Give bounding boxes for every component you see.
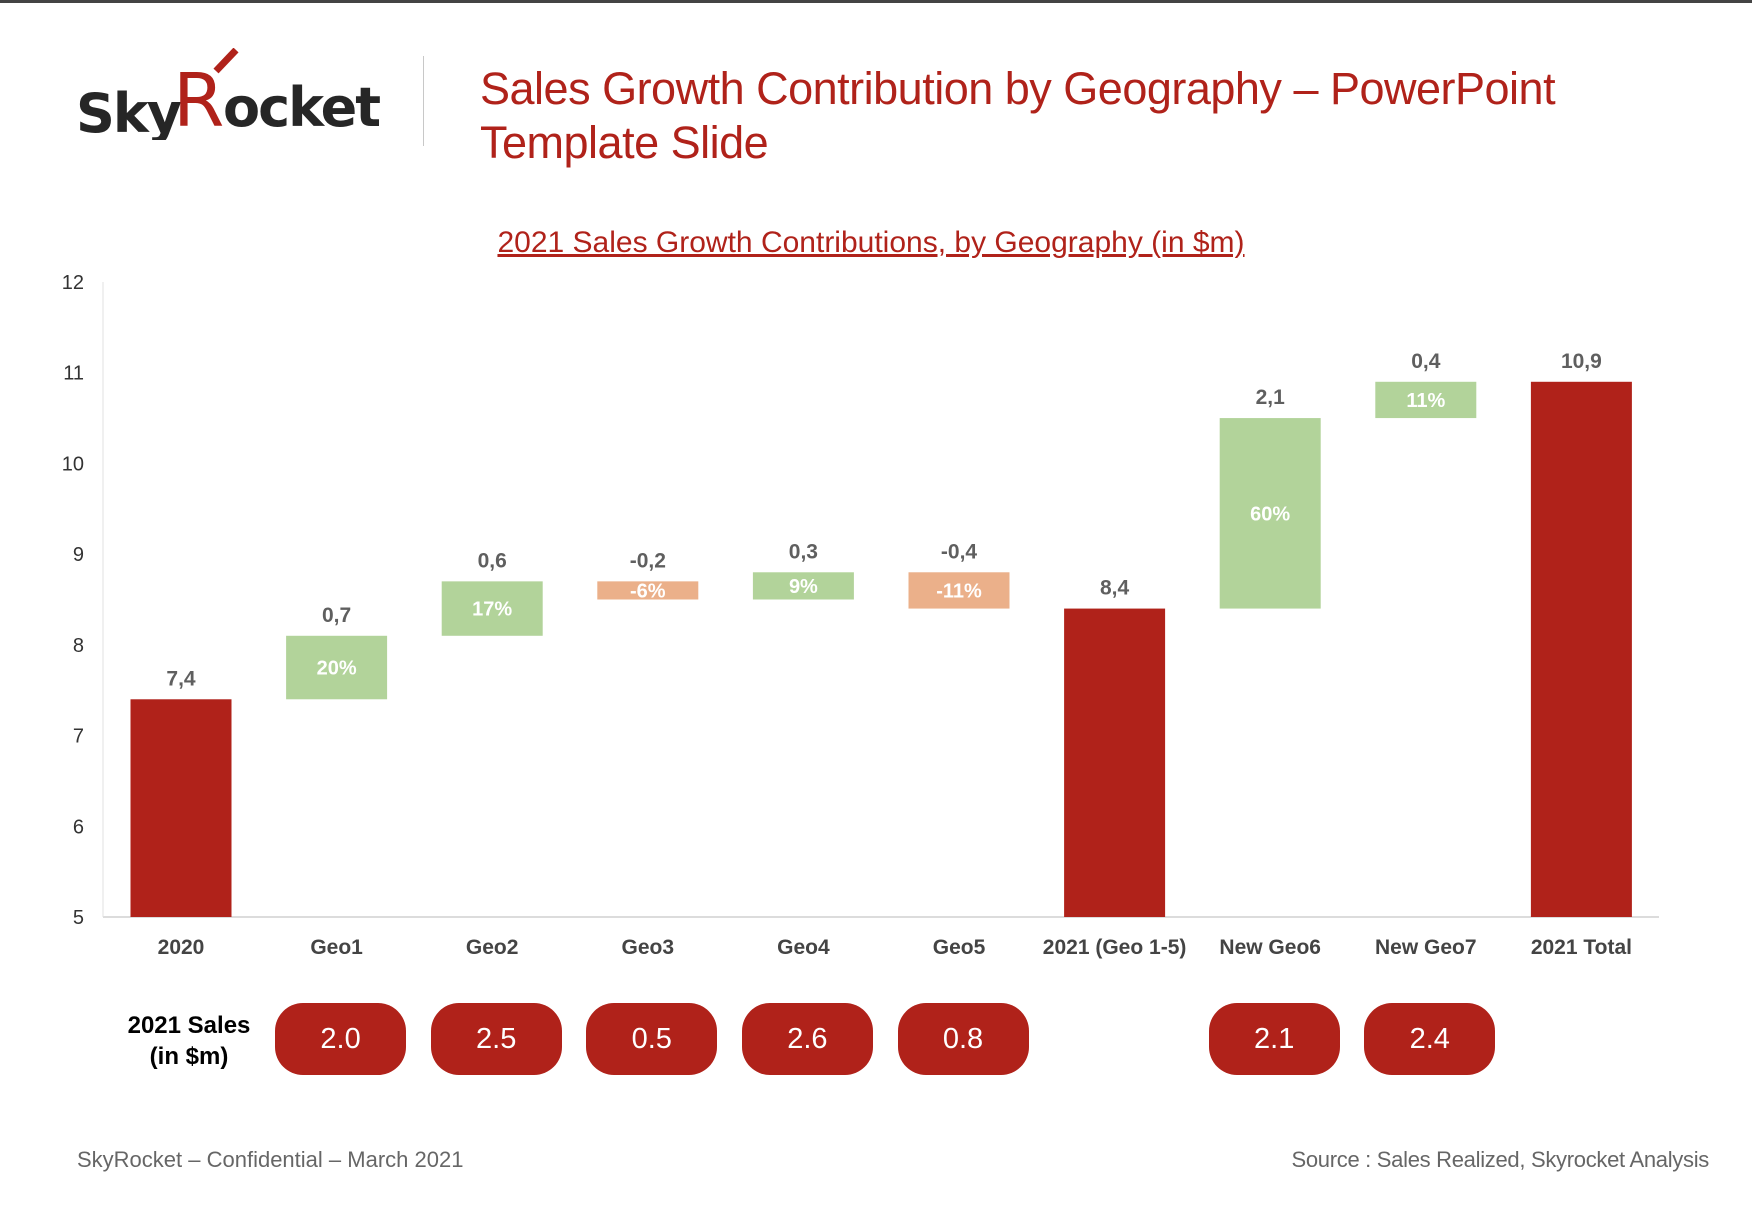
y-tick-label: 10: [62, 453, 84, 475]
header-divider: [423, 56, 424, 146]
svg-text:ocket: ocket: [223, 76, 380, 139]
y-tick-label: 7: [73, 726, 84, 748]
bar-2020: [130, 699, 232, 917]
bar-geo3: [597, 581, 699, 600]
x-category-label: New Geo7: [1375, 936, 1477, 959]
bar-value-label: 10,9: [1561, 350, 1602, 373]
bar-2021-total: [1530, 381, 1632, 917]
x-category-label: Geo1: [310, 936, 363, 959]
bar-value-label: 8,4: [1100, 577, 1130, 600]
sales-label-line2: (in $m): [149, 1043, 229, 1070]
bar-value-label: 2,1: [1256, 386, 1286, 409]
y-tick-label: 8: [73, 635, 84, 657]
bar-value-label: 7,4: [166, 667, 196, 690]
top-border: [0, 0, 1752, 3]
x-category-label: New Geo6: [1219, 936, 1321, 959]
bar-geo2: [441, 581, 543, 636]
chart-title: 2021 Sales Growth Contributions, by Geog…: [0, 226, 1752, 260]
sales-pill-new-geo6: 2.1: [1208, 1003, 1340, 1075]
x-category-label: Geo5: [933, 936, 986, 959]
x-category-label: 2021 (Geo 1-5): [1043, 936, 1187, 959]
waterfall-chart: 5 6 7 8 9 10 11 12 7,4 2020 0,7 20% Geo1 0,6 17% Geo2 -0…: [62, 272, 1659, 959]
sales-2021-label: 2021 Sales (in $m): [109, 1010, 269, 1072]
sales-pill-geo5: 0.8: [897, 1003, 1029, 1075]
bar-percent-label: 20%: [317, 658, 357, 680]
page-title: Sales Growth Contribution by Geography –…: [480, 63, 1556, 168]
x-category-label: 2021 Total: [1531, 936, 1632, 959]
sales-label-line1: 2021 Sales: [127, 1012, 251, 1039]
y-tick-label: 11: [63, 363, 84, 385]
bar-value-label: -0,4: [941, 540, 978, 563]
sales-pill-geo2: 2.5: [430, 1003, 562, 1075]
x-category-label: Geo3: [622, 936, 675, 959]
bar-percent-label: 11%: [1406, 390, 1445, 412]
y-tick-label: 9: [73, 544, 84, 566]
bar-percent-label: -6%: [630, 580, 666, 602]
bar-geo5: [908, 572, 1010, 609]
bar-value-label: 0,6: [478, 549, 507, 572]
bar-value-label: 0,3: [789, 540, 818, 563]
bar-2021-geo-1-5-: [1064, 608, 1166, 917]
sales-pill-geo3: 0.5: [586, 1003, 718, 1075]
bar-geo4: [752, 572, 854, 600]
y-tick-label: 12: [62, 272, 84, 294]
footer-source: Source : Sales Realized, Skyrocket Analy…: [1291, 1147, 1709, 1172]
bar-percent-label: -11%: [936, 580, 982, 602]
skyrocket-logo: Sky R ocket: [76, 48, 382, 140]
bar-percent-label: 60%: [1250, 503, 1290, 525]
bar-percent-label: 9%: [789, 576, 818, 598]
sales-pill-new-geo7: 2.4: [1364, 1003, 1496, 1075]
sales-pill-geo4: 2.6: [741, 1003, 873, 1075]
x-category-label: 2020: [158, 936, 205, 959]
svg-text:Sky: Sky: [76, 82, 182, 140]
y-tick-label: 6: [73, 816, 84, 838]
chart-title-text: 2021 Sales Growth Contributions, by Geog…: [497, 226, 1245, 259]
footer-confidential: SkyRocket – Confidential – March 2021: [77, 1147, 464, 1172]
bar-new-geo6: [1219, 418, 1321, 609]
x-category-label: Geo4: [777, 936, 830, 959]
y-tick-label: 5: [73, 907, 84, 929]
sales-pill-geo1: 2.0: [275, 1003, 407, 1075]
bar-percent-label: 17%: [472, 599, 512, 621]
bar-value-label: 0,4: [1411, 350, 1441, 373]
bar-value-label: 0,7: [322, 604, 351, 627]
x-category-label: Geo2: [466, 936, 519, 959]
svg-text:R: R: [173, 58, 224, 140]
bar-geo1: [286, 635, 388, 700]
bar-new-geo7: [1375, 381, 1477, 419]
bar-value-label: -0,2: [630, 549, 666, 572]
